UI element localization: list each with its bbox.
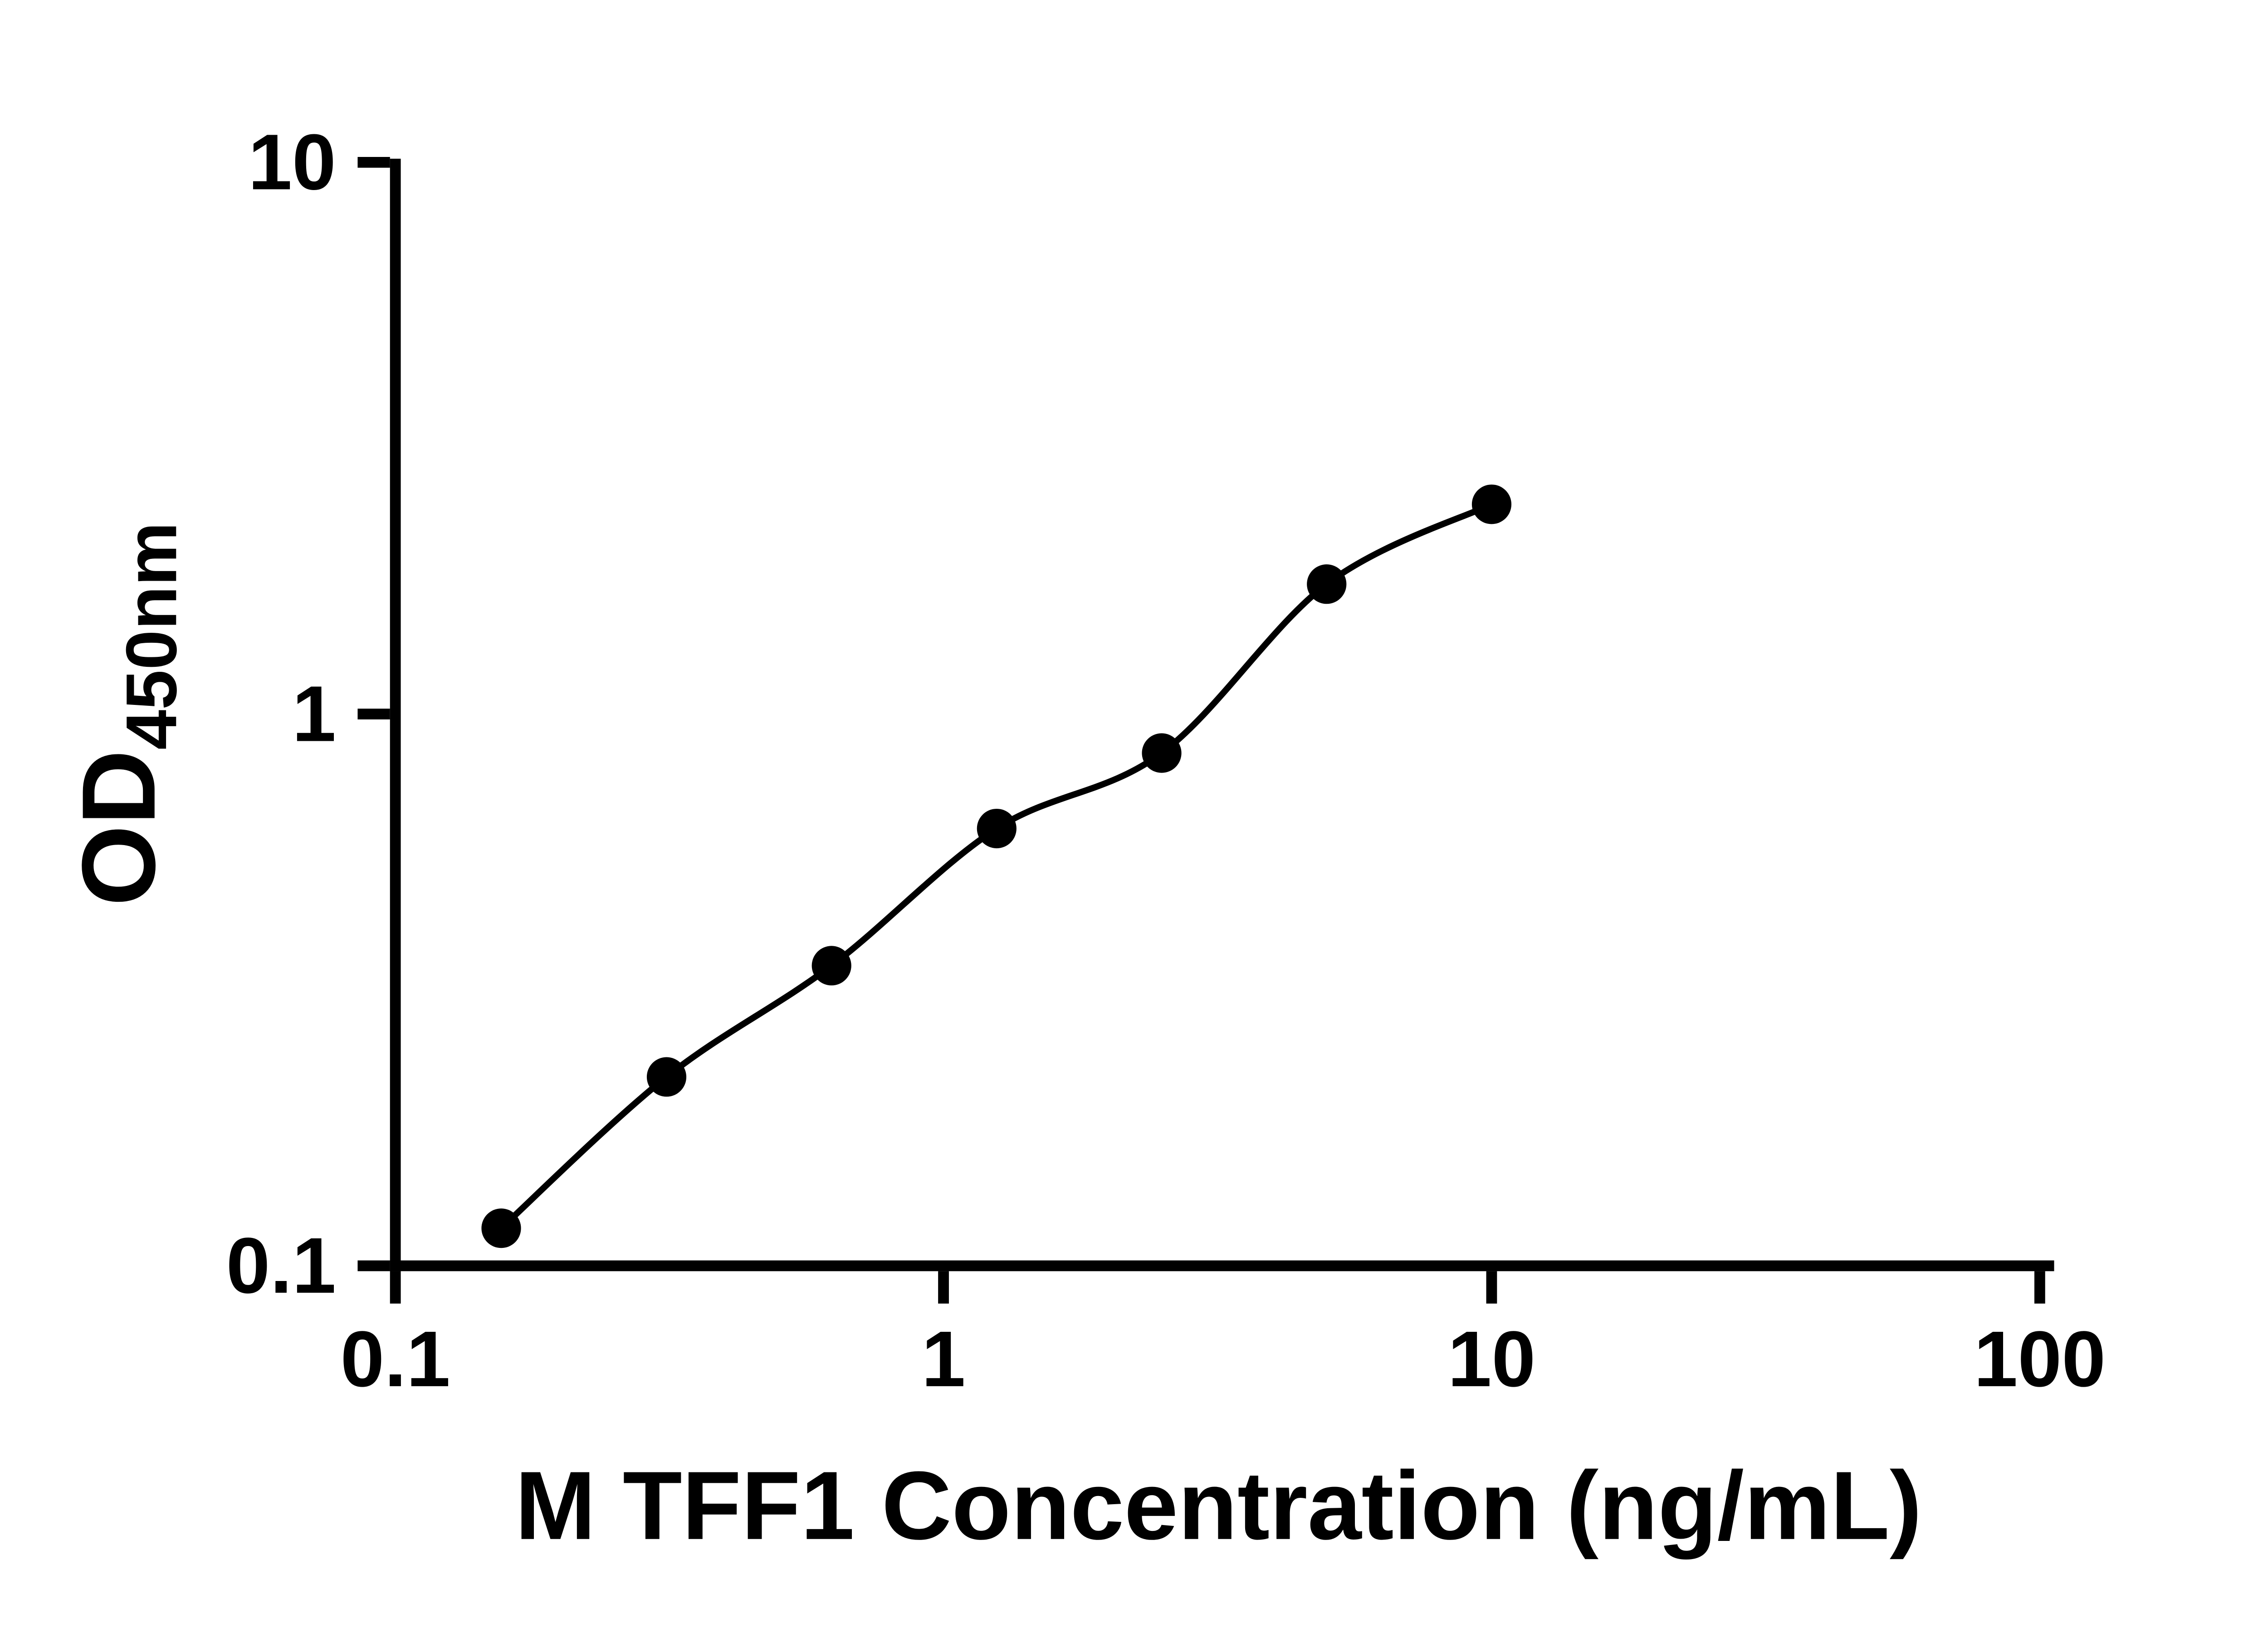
fit-curve (499, 501, 1493, 1231)
x-tick-label: 100 (1974, 1315, 2106, 1403)
data-point (646, 1057, 687, 1097)
y-tick-label: 0.1 (226, 1221, 336, 1310)
data-series (481, 484, 1512, 1248)
data-point (481, 1208, 521, 1248)
x-tick-label: 10 (1447, 1315, 1535, 1403)
axes (390, 158, 2054, 1271)
x-tick-label: 1 (922, 1315, 966, 1403)
y-axis-title-main: OD (60, 750, 177, 906)
data-point (1471, 484, 1512, 524)
data-point (1142, 733, 1182, 773)
data-point (811, 946, 851, 986)
data-point (1307, 564, 1347, 604)
y-axis-title-sub: 450nm (111, 522, 191, 750)
x-tick-label: 0.1 (340, 1315, 450, 1403)
y-axis-title: OD450nm (60, 522, 192, 906)
data-point (977, 808, 1017, 849)
y-tick-label: 10 (248, 117, 336, 206)
x-axis-title: M TFF1 Concentration (ng/mL) (515, 1452, 1922, 1560)
axis-ticks: 0.1 1 10 100 0.1 1 10 (226, 117, 2106, 1403)
y-tick-label: 1 (292, 670, 336, 758)
